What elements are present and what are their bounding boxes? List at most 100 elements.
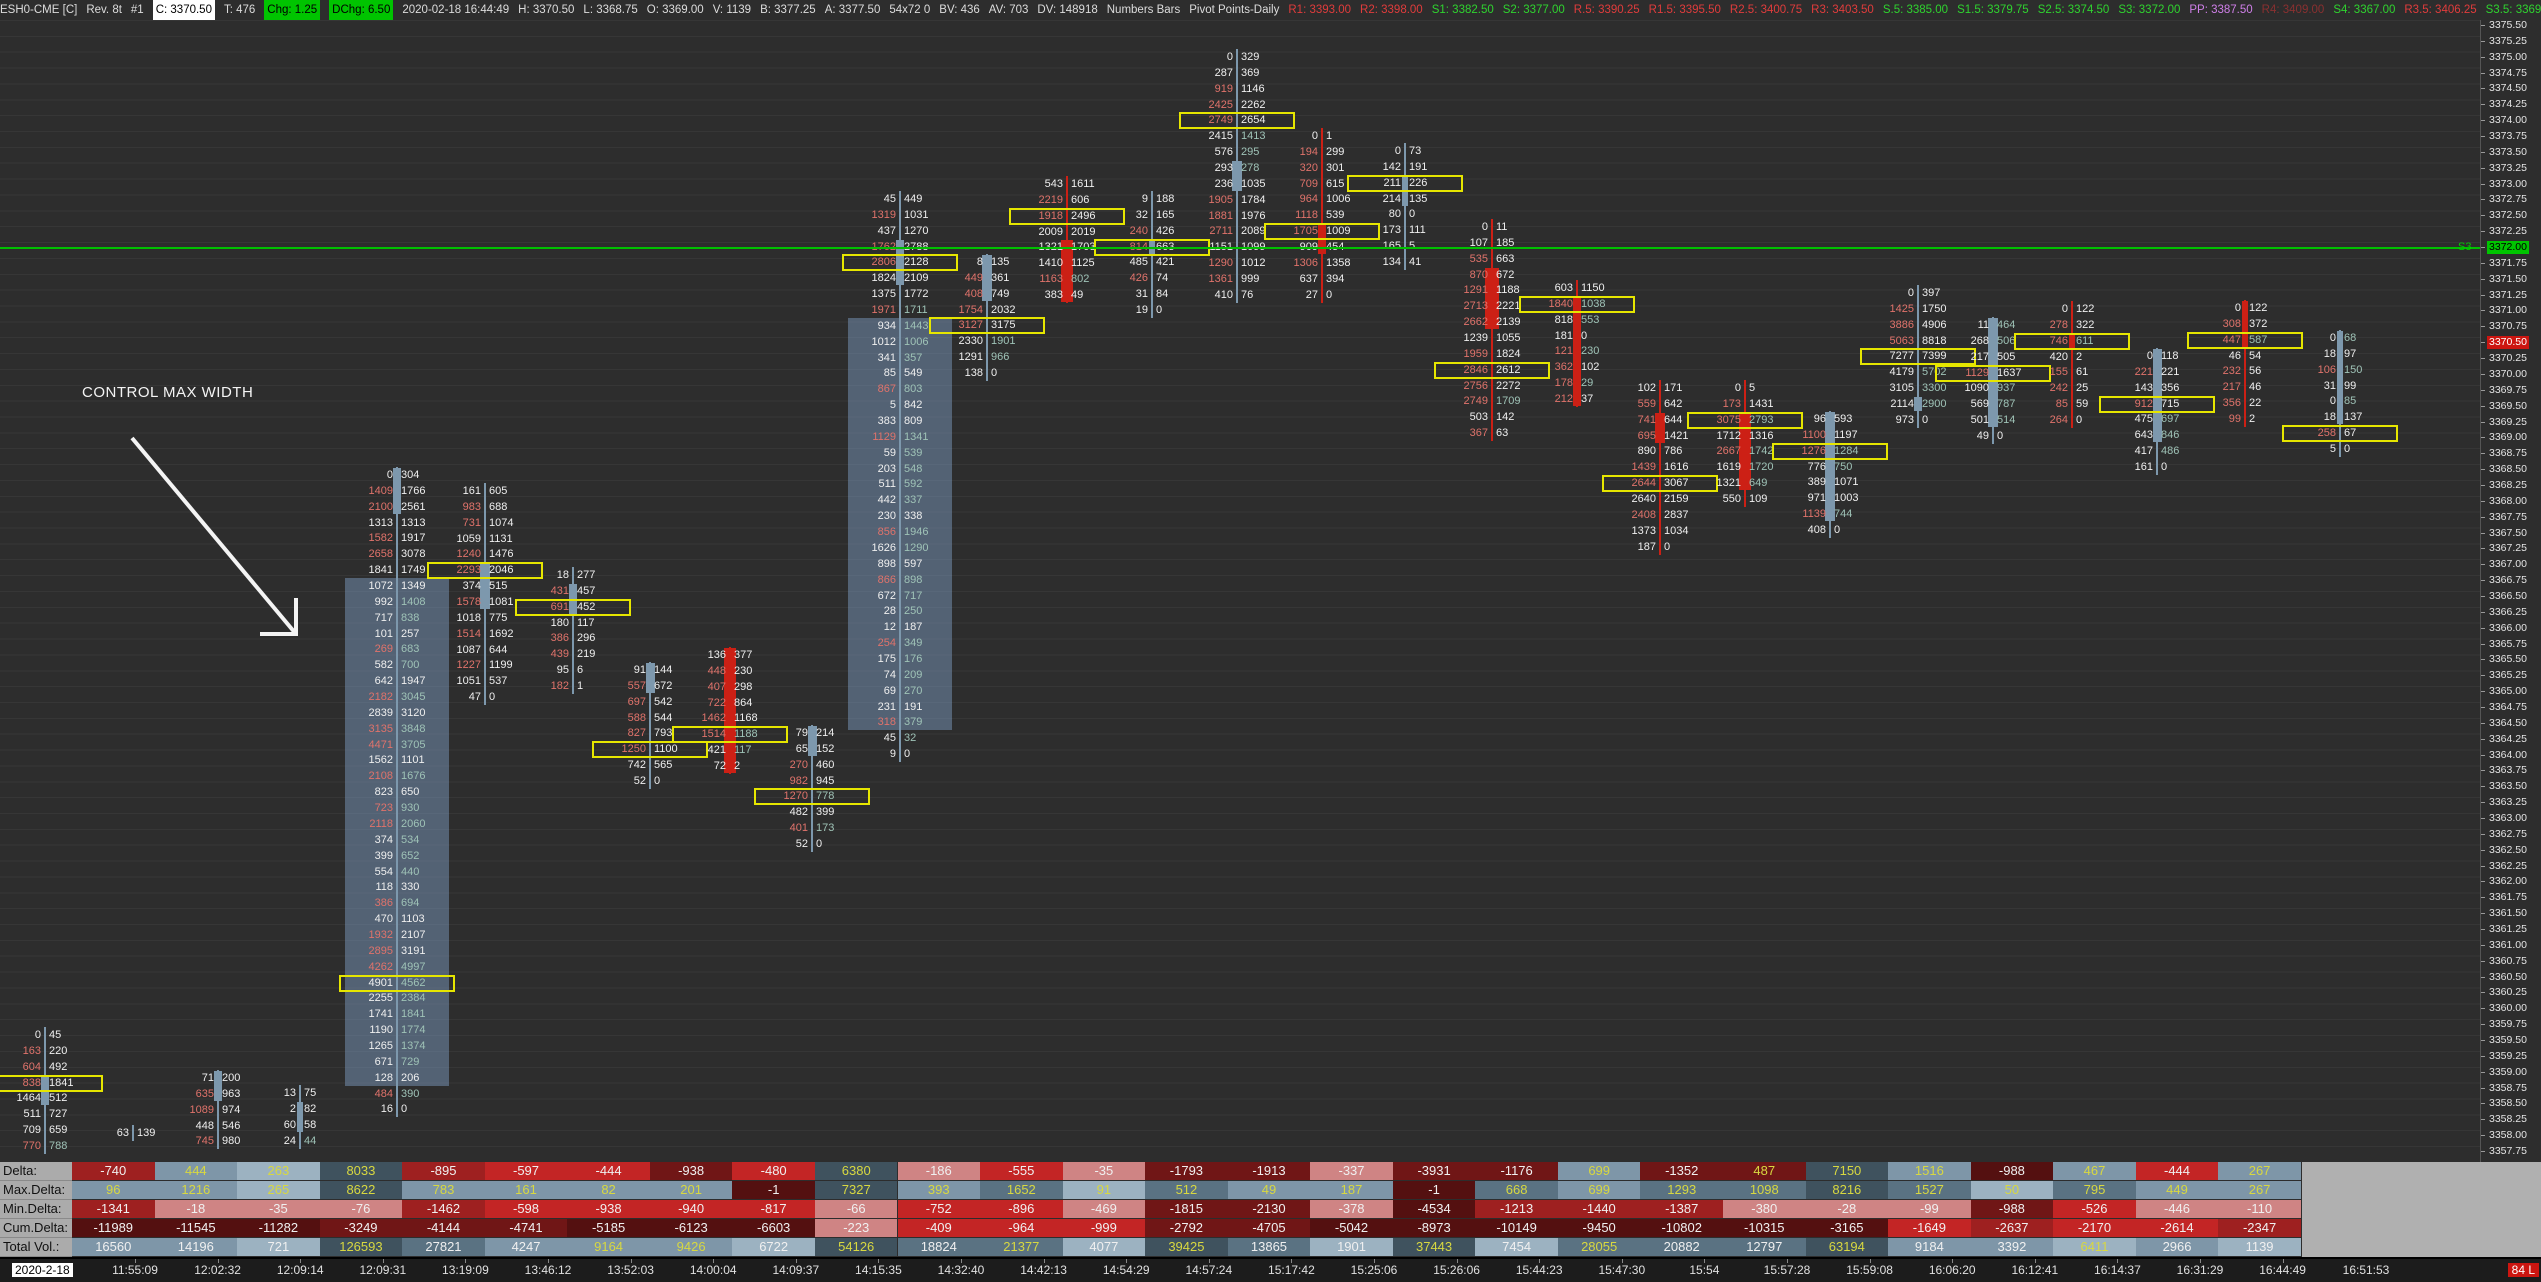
- price-label: 3371.50: [2489, 272, 2527, 285]
- ask-volume: 278: [1241, 162, 1260, 175]
- bid-volume: 420: [2049, 350, 2068, 363]
- table-cell: 1098: [1723, 1181, 1807, 1200]
- bid-volume: 175: [877, 652, 896, 665]
- bid-volume: 603: [1554, 282, 1573, 294]
- ask-volume: 2060: [401, 817, 426, 830]
- bid-volume: 709: [1299, 177, 1318, 190]
- ask-volume: 206: [401, 1071, 420, 1084]
- bid-volume: 32: [1135, 208, 1148, 221]
- ask-volume: 37: [1581, 393, 1594, 406]
- table-cell: 8216: [1805, 1181, 1890, 1200]
- candle-wick: [1659, 380, 1661, 555]
- bid-volume: 1439: [1631, 461, 1656, 474]
- bid-volume: 46: [2228, 349, 2241, 362]
- bid-volume: 742: [627, 759, 646, 772]
- ask-volume: 642: [1664, 397, 1683, 410]
- bid-volume: 1163: [1039, 273, 1063, 286]
- ask-volume: 1188: [1496, 284, 1520, 297]
- price-label: 3359.50: [2489, 1034, 2527, 1047]
- table-cell: 8622: [319, 1181, 404, 1200]
- bid-volume: 1959: [1463, 347, 1488, 360]
- price-label: 3357.75: [2489, 1145, 2527, 1158]
- ask-volume: 697: [2161, 413, 2180, 426]
- bid-volume: 410: [1214, 288, 1233, 301]
- bid-volume: 1265: [368, 1039, 393, 1052]
- table-cell: -8973: [1392, 1219, 1477, 1238]
- ask-volume: 137: [2344, 411, 2363, 424]
- bid-volume: 671: [374, 1055, 393, 1068]
- bid-volume: 818: [1554, 313, 1573, 326]
- ask-volume: 379: [904, 716, 923, 729]
- ask-volume: 1284: [1834, 444, 1859, 457]
- time-tick: [2034, 1259, 2036, 1263]
- ask-volume: 1081: [489, 596, 514, 609]
- bid-volume: 0: [386, 469, 393, 481]
- bid-volume: 1118: [1295, 209, 1318, 222]
- ask-volume: 187: [904, 621, 923, 634]
- bid-volume: 554: [374, 865, 393, 878]
- bid-volume: 367: [1469, 427, 1488, 440]
- price-label: 3370.50: [2487, 336, 2529, 350]
- ask-volume: 0: [2076, 414, 2083, 427]
- chart-surface[interactable]: CONTROL MAX WIDTH 0 45 163 220 604 492 838 1841…: [0, 20, 2480, 1162]
- bid-volume: 318: [877, 716, 896, 729]
- ask-volume: 2272: [1496, 379, 1521, 392]
- price-tick: [2481, 484, 2485, 486]
- bid-volume: 27: [1305, 288, 1318, 301]
- control-max-width-annotation[interactable]: CONTROL MAX WIDTH: [82, 384, 254, 401]
- bid-volume: 485: [1129, 256, 1148, 269]
- ask-volume: 1035: [1241, 177, 1266, 190]
- ask-volume: 56: [2249, 365, 2262, 378]
- price-tick: [2481, 453, 2485, 455]
- ask-volume: 1824: [1496, 347, 1521, 360]
- price-label: 3364.00: [2489, 748, 2527, 761]
- time-tick: [2282, 1259, 2284, 1263]
- ask-volume: 2900: [1922, 398, 1947, 411]
- bid-volume: 557: [627, 679, 646, 692]
- bid-volume: 2839: [368, 706, 393, 719]
- price-scale[interactable]: 3375.50 3375.25 3375.00 3374.75 3374.50 3374.…: [2480, 19, 2541, 1162]
- table-cell: -597: [484, 1162, 569, 1181]
- bid-volume: 236: [1214, 177, 1233, 190]
- table-cell: 2966: [2135, 1238, 2220, 1257]
- ask-volume: 1374: [401, 1039, 426, 1052]
- candle-body: [214, 1071, 222, 1101]
- time-label: 16:12:41: [2011, 1263, 2059, 1277]
- table-cell: 6380: [814, 1162, 899, 1181]
- time-label: 14:54:29: [1102, 1263, 1150, 1277]
- ask-volume: 1742: [1749, 445, 1774, 458]
- ask-volume: 3045: [401, 691, 426, 704]
- bid-volume: 214: [1382, 192, 1401, 205]
- annotation-arrow[interactable]: [100, 420, 360, 680]
- bid-volume: 1712: [1716, 429, 1741, 442]
- bid-volume: 181: [1554, 329, 1573, 342]
- ask-volume: 0: [1409, 208, 1416, 221]
- header-field: S2.5: 3374.50: [2037, 4, 2110, 16]
- bid-volume: 1089: [189, 1103, 214, 1116]
- time-label: 16:14:37: [2094, 1263, 2141, 1277]
- header-field: R1: 3393.00: [1288, 4, 1352, 16]
- bid-volume: 212: [1554, 393, 1573, 406]
- time-axis[interactable]: 2020-2-18 84 L 11:55:09 12:02:32 12:09:14 1…: [0, 1257, 2541, 1282]
- price-label: 3375.00: [2489, 50, 2527, 63]
- bid-volume: 1464: [16, 1092, 41, 1105]
- price-label: 3365.50: [2489, 653, 2527, 666]
- bid-volume: 12: [883, 621, 896, 634]
- bid-volume: 107: [1469, 236, 1488, 249]
- ask-volume: 515: [489, 580, 508, 593]
- time-label: 12:09:31: [359, 1263, 407, 1277]
- bid-volume: 0: [2061, 303, 2068, 315]
- bid-volume: 1840: [1548, 297, 1573, 310]
- table-cell: 16560: [72, 1238, 156, 1257]
- table-cell: -11282: [237, 1219, 321, 1238]
- bid-volume: 1139: [1802, 508, 1826, 521]
- ask-volume: 139: [137, 1127, 156, 1139]
- price-label: 3373.75: [2489, 130, 2527, 143]
- ask-volume: 683: [401, 643, 420, 656]
- table-cell: -4534: [1392, 1200, 1477, 1219]
- ask-volume: 1709: [1496, 395, 1521, 408]
- bid-volume: 142: [1382, 160, 1401, 173]
- ask-volume: 1901: [991, 335, 1016, 348]
- bid-volume: 1918: [1038, 209, 1063, 222]
- ask-volume: 152: [816, 742, 835, 755]
